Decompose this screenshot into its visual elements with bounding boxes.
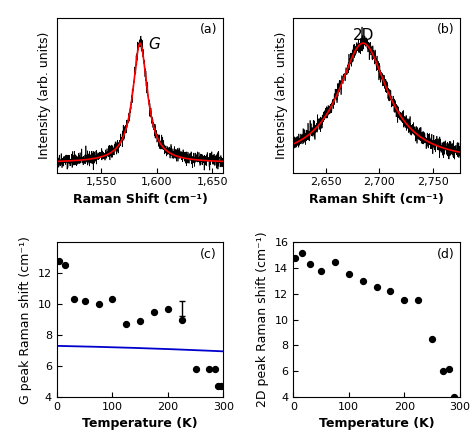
Text: (c): (c) — [200, 248, 217, 260]
Point — [55, 257, 63, 264]
Point — [164, 305, 172, 312]
X-axis label: Temperature (K): Temperature (K) — [319, 417, 434, 430]
Y-axis label: 2D peak Raman shift (cm⁻¹): 2D peak Raman shift (cm⁻¹) — [256, 232, 269, 407]
X-axis label: Temperature (K): Temperature (K) — [82, 417, 198, 430]
Point — [401, 297, 408, 304]
X-axis label: Raman Shift (cm⁻¹): Raman Shift (cm⁻¹) — [73, 193, 208, 206]
Point — [317, 267, 325, 274]
Point — [122, 321, 130, 328]
Point — [150, 308, 158, 315]
X-axis label: Raman Shift (cm⁻¹): Raman Shift (cm⁻¹) — [309, 193, 444, 206]
Point — [70, 296, 77, 303]
Text: (a): (a) — [200, 23, 218, 36]
Y-axis label: Intensity (arb. units): Intensity (arb. units) — [275, 32, 288, 159]
Point — [217, 383, 224, 390]
Point — [439, 368, 447, 375]
Point — [62, 262, 69, 269]
Point — [291, 254, 299, 261]
Point — [373, 284, 380, 291]
Point — [453, 396, 461, 403]
Point — [137, 318, 144, 325]
Point — [445, 365, 453, 372]
Text: (d): (d) — [437, 248, 454, 260]
Point — [178, 316, 185, 323]
Point — [109, 296, 116, 303]
Point — [428, 335, 436, 343]
Point — [206, 366, 213, 373]
Point — [387, 288, 394, 295]
Y-axis label: Intensity (arb. units): Intensity (arb. units) — [38, 32, 51, 159]
Y-axis label: G peak Raman shift (cm⁻¹): G peak Raman shift (cm⁻¹) — [19, 235, 32, 404]
Point — [214, 383, 222, 390]
Point — [192, 366, 200, 373]
Text: (b): (b) — [437, 23, 454, 36]
Point — [298, 249, 305, 256]
Text: 2D: 2D — [353, 28, 374, 42]
Point — [359, 277, 366, 285]
Point — [414, 297, 422, 304]
Point — [306, 260, 314, 268]
Point — [81, 297, 89, 305]
Text: G: G — [148, 37, 160, 52]
Point — [450, 393, 458, 401]
Point — [211, 366, 219, 373]
Point — [345, 271, 353, 278]
Point — [95, 301, 102, 308]
Point — [331, 258, 339, 265]
